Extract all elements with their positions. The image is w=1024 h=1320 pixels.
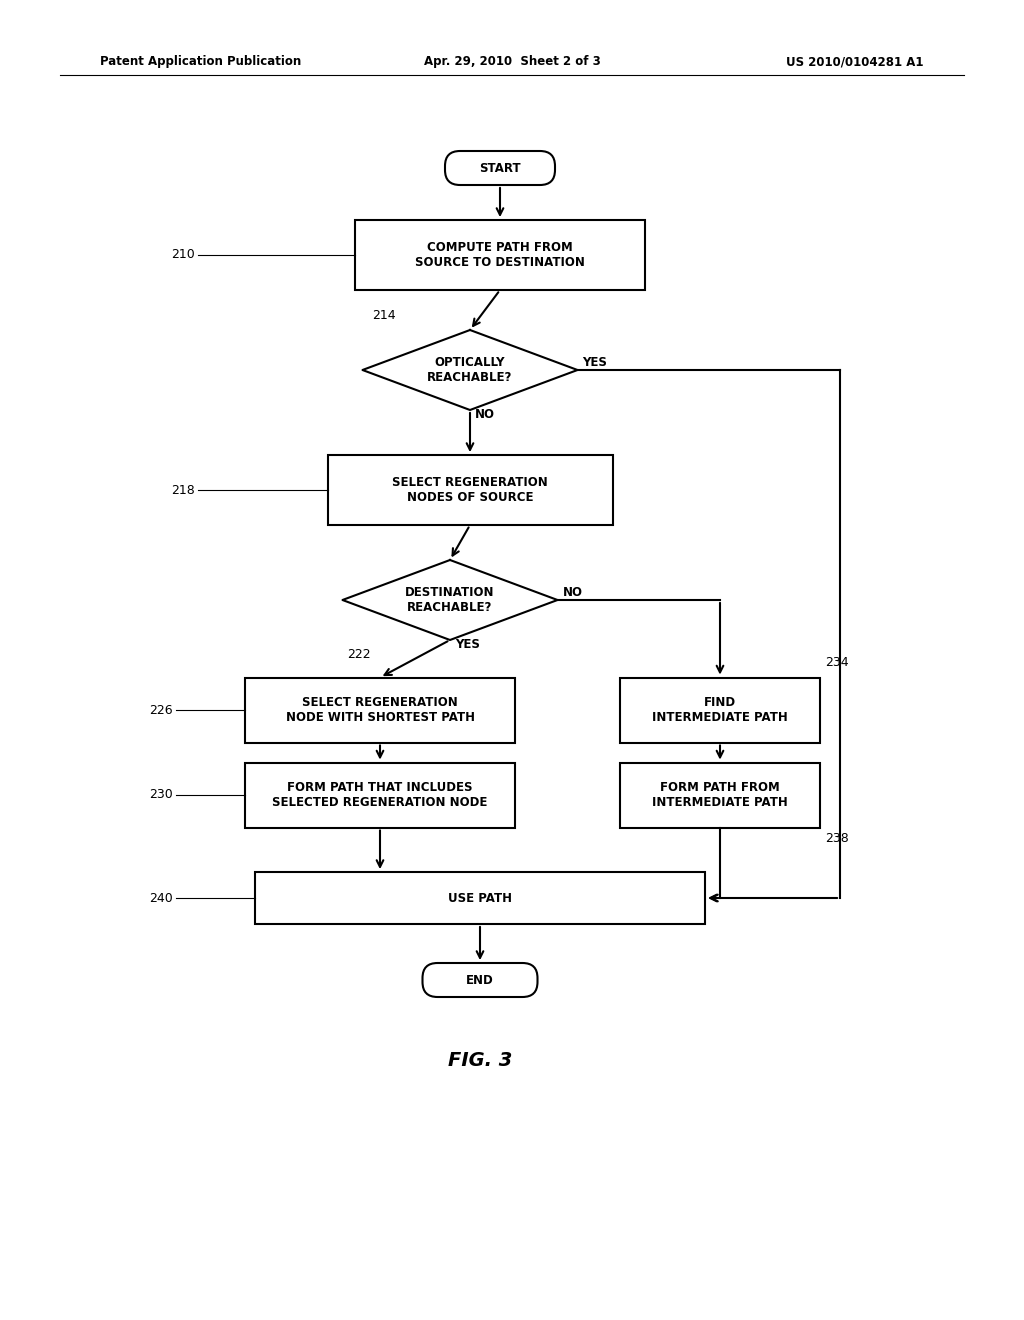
Text: USE PATH: USE PATH xyxy=(449,891,512,904)
Text: OPTICALLY
REACHABLE?: OPTICALLY REACHABLE? xyxy=(427,356,513,384)
Text: 210: 210 xyxy=(171,248,195,261)
FancyBboxPatch shape xyxy=(245,677,515,742)
FancyBboxPatch shape xyxy=(620,677,820,742)
Text: FORM PATH THAT INCLUDES
SELECTED REGENERATION NODE: FORM PATH THAT INCLUDES SELECTED REGENER… xyxy=(272,781,487,809)
FancyBboxPatch shape xyxy=(355,220,645,290)
Text: COMPUTE PATH FROM
SOURCE TO DESTINATION: COMPUTE PATH FROM SOURCE TO DESTINATION xyxy=(415,242,585,269)
Text: YES: YES xyxy=(455,639,480,652)
FancyBboxPatch shape xyxy=(245,763,515,828)
Text: SELECT REGENERATION
NODES OF SOURCE: SELECT REGENERATION NODES OF SOURCE xyxy=(392,477,548,504)
FancyBboxPatch shape xyxy=(255,873,705,924)
Text: NO: NO xyxy=(475,408,495,421)
Text: FIG. 3: FIG. 3 xyxy=(447,1051,512,1069)
Text: DESTINATION
REACHABLE?: DESTINATION REACHABLE? xyxy=(406,586,495,614)
Text: SELECT REGENERATION
NODE WITH SHORTEST PATH: SELECT REGENERATION NODE WITH SHORTEST P… xyxy=(286,696,474,723)
Text: YES: YES xyxy=(583,355,607,368)
Text: 218: 218 xyxy=(171,483,195,496)
FancyBboxPatch shape xyxy=(328,455,612,525)
Text: 222: 222 xyxy=(347,648,371,661)
Text: FIND
INTERMEDIATE PATH: FIND INTERMEDIATE PATH xyxy=(652,696,787,723)
Text: 238: 238 xyxy=(825,833,849,846)
Text: US 2010/0104281 A1: US 2010/0104281 A1 xyxy=(786,55,924,69)
Text: 230: 230 xyxy=(150,788,173,801)
FancyBboxPatch shape xyxy=(445,150,555,185)
Text: START: START xyxy=(479,161,521,174)
Polygon shape xyxy=(362,330,578,411)
Text: NO: NO xyxy=(562,586,583,598)
Text: FORM PATH FROM
INTERMEDIATE PATH: FORM PATH FROM INTERMEDIATE PATH xyxy=(652,781,787,809)
Text: 226: 226 xyxy=(150,704,173,717)
Text: Patent Application Publication: Patent Application Publication xyxy=(100,55,301,69)
Text: Apr. 29, 2010  Sheet 2 of 3: Apr. 29, 2010 Sheet 2 of 3 xyxy=(424,55,600,69)
FancyBboxPatch shape xyxy=(423,964,538,997)
Text: 240: 240 xyxy=(150,891,173,904)
FancyBboxPatch shape xyxy=(620,763,820,828)
Text: END: END xyxy=(466,974,494,986)
Text: 214: 214 xyxy=(373,309,396,322)
Text: 234: 234 xyxy=(825,656,849,669)
Polygon shape xyxy=(342,560,557,640)
